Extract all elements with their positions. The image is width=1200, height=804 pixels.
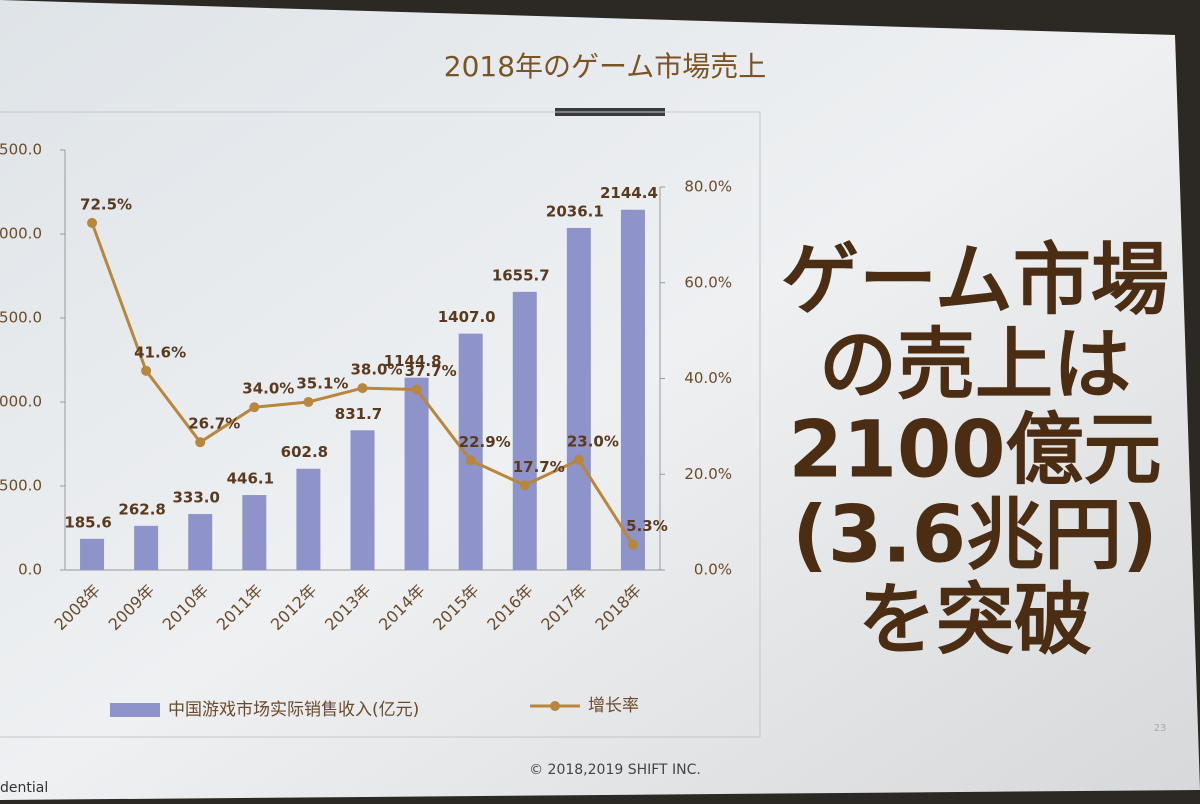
growth-marker	[519, 480, 530, 491]
bar-value-label: 185.6	[64, 513, 111, 531]
line-value-label: 37.7%	[405, 362, 457, 380]
line-value-label: 26.7%	[188, 415, 240, 433]
y2-tick-label: 40.0%	[684, 369, 732, 387]
bar	[80, 538, 105, 570]
bar-value-label: 262.8	[118, 500, 165, 518]
y-tick-label: 2000.0	[0, 225, 42, 243]
line-value-label: 23.0%	[567, 432, 619, 450]
headline-line: を突破	[858, 575, 1092, 665]
legend-label: 增长率	[588, 696, 639, 716]
y2-tick-label: 80.0%	[684, 178, 732, 196]
headline-line: 2100億元	[788, 405, 1161, 495]
headline-line: の売上は	[819, 320, 1131, 410]
line-value-label: 38.0%	[350, 361, 402, 379]
growth-marker	[195, 437, 206, 448]
bar-value-label: 2036.1	[546, 202, 604, 220]
y-tick-label: 2500.0	[0, 141, 42, 159]
bar	[134, 525, 159, 570]
line-value-label: 35.1%	[296, 374, 348, 392]
legend-swatch	[110, 703, 160, 717]
bar	[242, 495, 267, 570]
bar-value-label: 1655.7	[492, 266, 550, 284]
bar	[188, 514, 213, 570]
growth-marker	[465, 455, 476, 466]
bar-value-label: 446.1	[227, 470, 274, 488]
y2-tick-label: 0.0%	[694, 561, 732, 579]
y-tick-label: 1000.0	[0, 393, 42, 411]
bar	[566, 227, 591, 571]
bar-value-label: 1144.8	[384, 352, 442, 370]
bar-value-label: 333.0	[173, 489, 220, 507]
bar	[620, 209, 645, 571]
growth-marker	[411, 384, 422, 395]
growth-marker	[357, 383, 368, 394]
footer: © 2018,2019 SHIFT INC.	[529, 762, 701, 778]
growth-marker	[303, 396, 314, 407]
growth-marker	[87, 217, 98, 228]
y2-tick-label: 60.0%	[684, 273, 732, 291]
growth-marker	[141, 365, 152, 376]
headline-line: ゲーム市場	[781, 235, 1169, 325]
bar-value-label: 2144.4	[600, 184, 658, 202]
line-value-label: 5.3%	[626, 517, 668, 535]
line-value-label: 34.0%	[242, 380, 294, 398]
bar-value-label: 602.8	[281, 443, 328, 461]
y-tick-label: 500.0	[0, 477, 42, 495]
page-number: 23	[1154, 723, 1167, 734]
bar-value-label: 831.7	[335, 405, 382, 423]
line-value-label: 41.6%	[134, 343, 186, 361]
y-tick-label: 0.0	[18, 561, 42, 579]
y2-tick-label: 20.0%	[684, 465, 732, 483]
bar	[404, 377, 429, 570]
line-value-label: 22.9%	[459, 433, 511, 451]
bar	[350, 430, 375, 570]
growth-marker	[249, 402, 260, 413]
confidential: dential	[0, 780, 48, 796]
growth-marker	[573, 454, 584, 465]
bar	[296, 468, 321, 570]
bar-value-label: 1407.0	[438, 308, 496, 326]
y-tick-label: 1500.0	[0, 309, 42, 327]
line-value-label: 72.5%	[80, 195, 132, 213]
legend-label: 中国游戏市场实际销售收入(亿元)	[168, 700, 419, 720]
growth-marker	[627, 539, 638, 550]
chart-frame	[0, 111, 761, 738]
legend-marker	[550, 701, 560, 711]
line-value-label: 17.7%	[513, 458, 565, 476]
headline-line: (3.6兆円)	[792, 490, 1157, 580]
slide-title: 2018年のゲーム市場売上	[444, 50, 766, 83]
bar	[512, 291, 537, 570]
